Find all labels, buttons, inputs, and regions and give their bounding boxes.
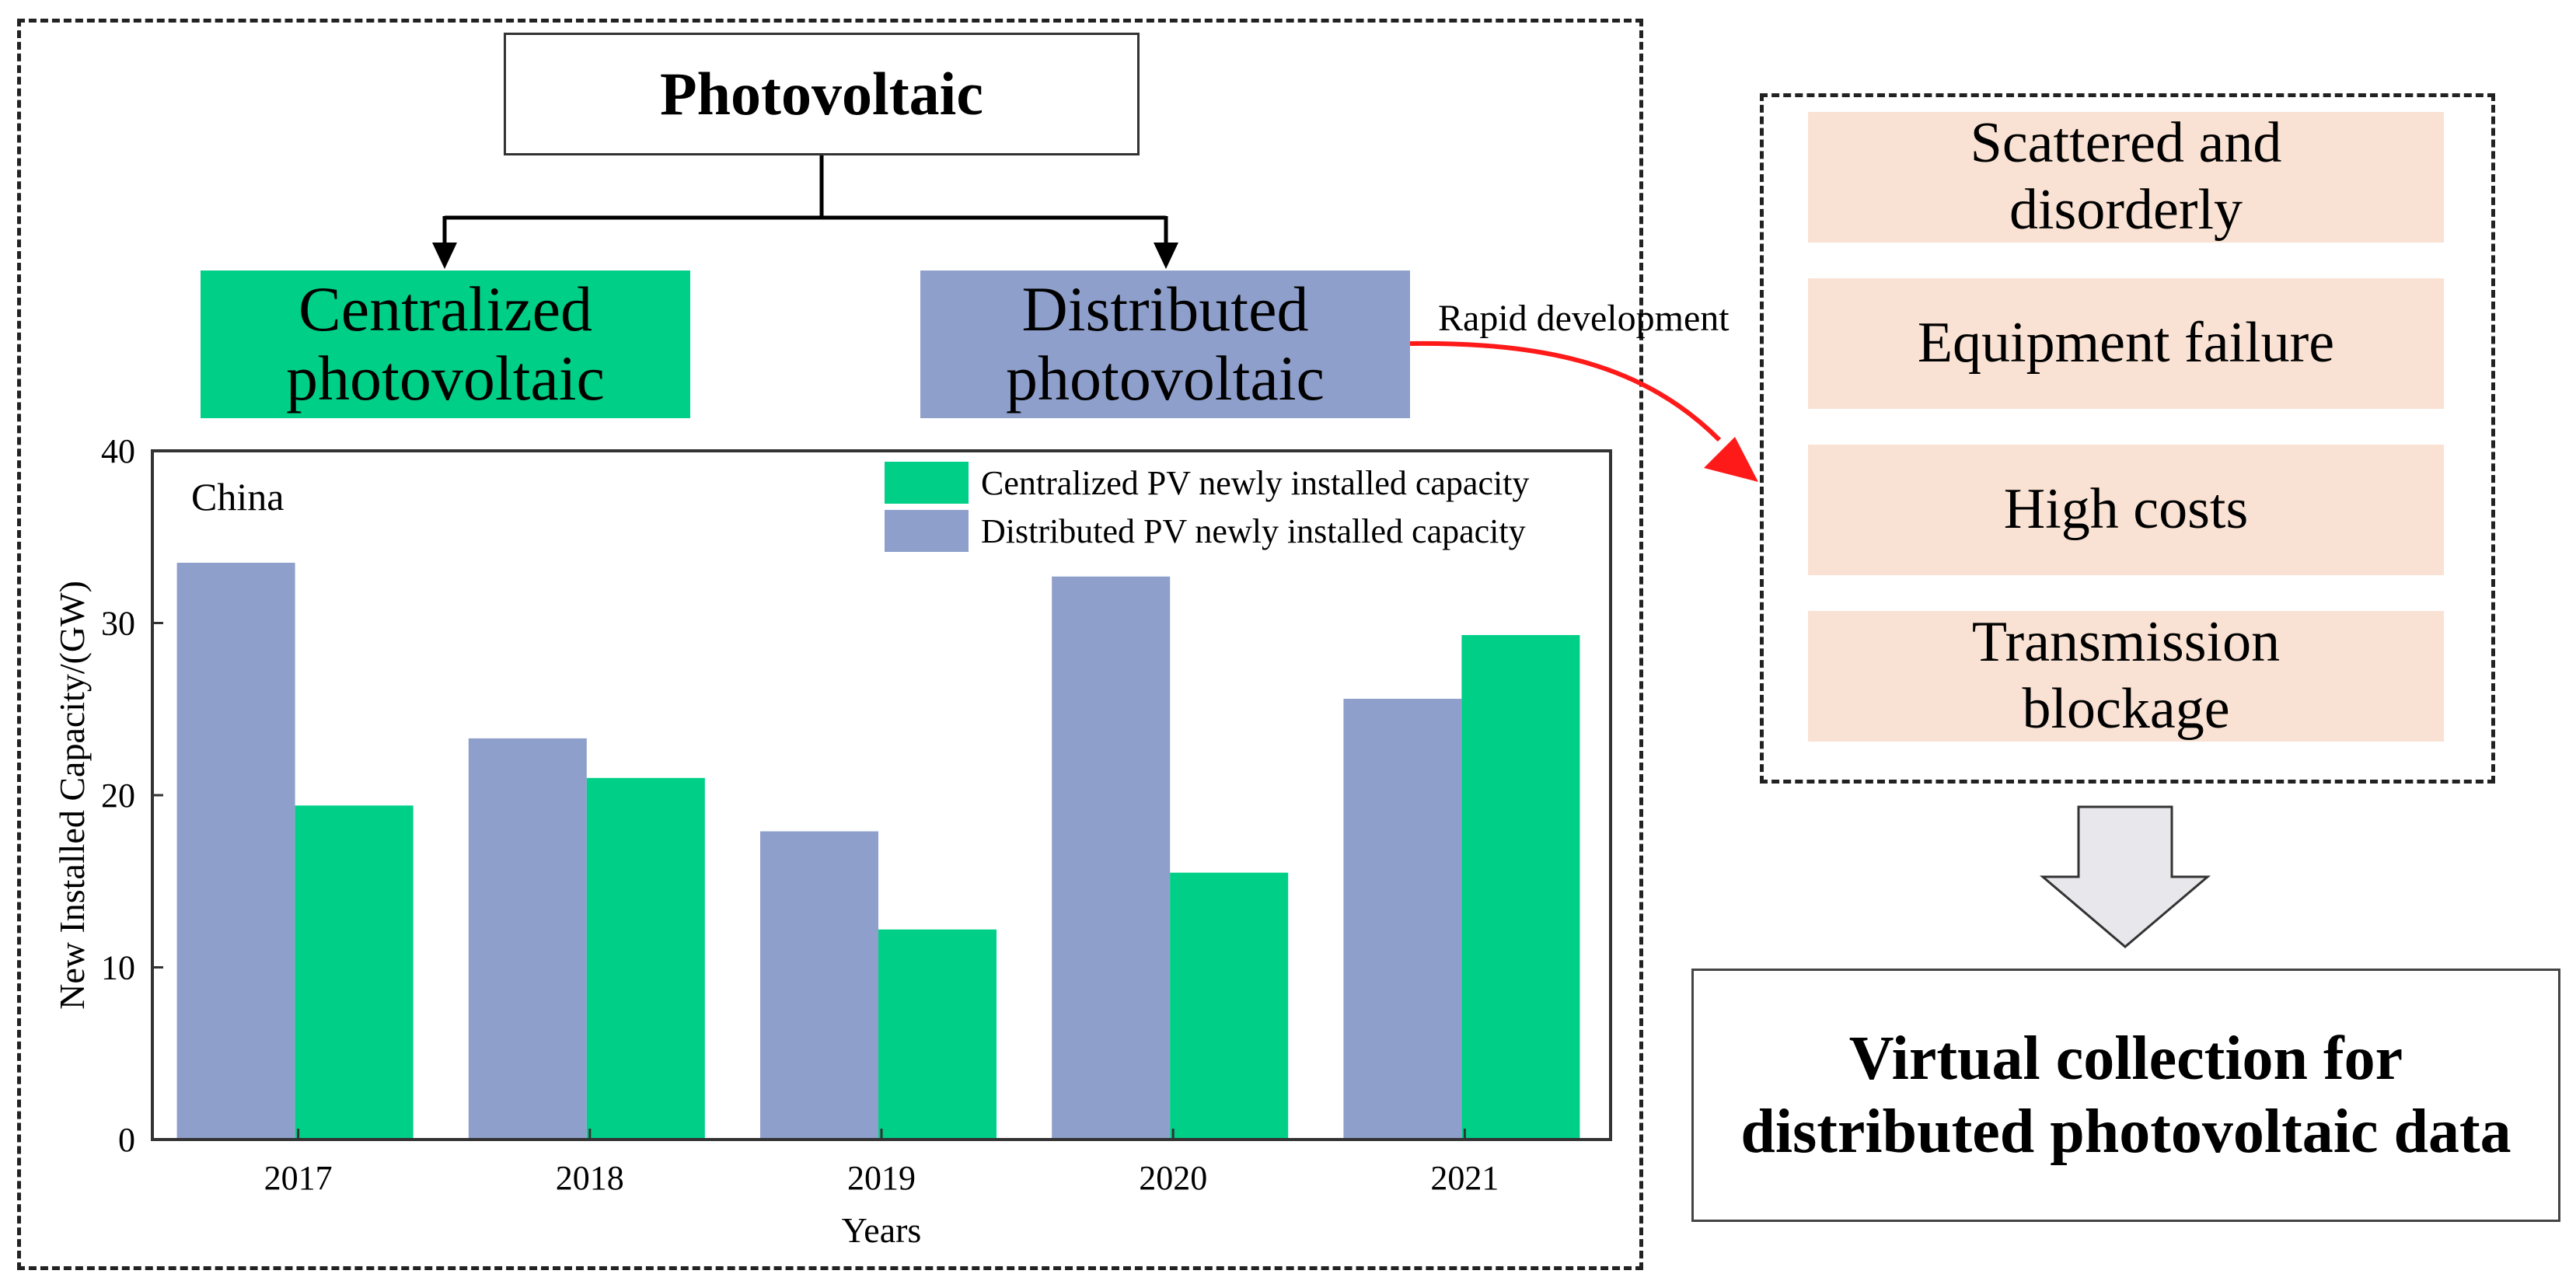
x-tick-label: 2018 — [556, 1159, 624, 1197]
chart-plot-border — [151, 449, 1612, 1141]
y-tick-label: 30 — [101, 605, 135, 643]
legend-label: Centralized PV newly installed capacity — [981, 464, 1529, 502]
centralized-photovoltaic-box: Centralized photovoltaic — [201, 271, 690, 418]
block-down-arrow-icon — [2039, 805, 2211, 948]
chart-annotation: China — [191, 475, 284, 518]
arrowhead-down-icon — [432, 243, 457, 269]
issue-box-equipment-failure: Equipment failure — [1808, 278, 2444, 409]
left-dashed-frame — [17, 19, 1643, 1270]
bar-distributed-2017 — [176, 562, 295, 1140]
y-tick-label: 40 — [101, 432, 135, 470]
x-tick-label: 2017 — [264, 1159, 333, 1197]
issues-dashed-frame — [1760, 93, 2495, 784]
bar-distributed-2020 — [1052, 576, 1171, 1140]
photovoltaic-title-box: Photovoltaic — [504, 33, 1140, 155]
y-axis-label: New Installed Capacity/(GW) — [52, 581, 92, 1010]
y-tick-label: 10 — [101, 949, 135, 987]
rapid-development-label: Rapid development — [1438, 298, 1730, 339]
legend-label: Distributed PV newly installed capacity — [981, 512, 1526, 550]
legend-swatch — [885, 462, 969, 504]
rapid-development-arrow — [1409, 340, 1722, 442]
virtual-collection-box: Virtual collection for distributed photo… — [1691, 969, 2560, 1222]
issue-label: Equipment failure — [1917, 311, 2335, 375]
bar-centralized-2021 — [1461, 635, 1580, 1140]
bar-distributed-2019 — [760, 831, 878, 1140]
red-arrowhead-icon — [1704, 437, 1758, 482]
x-axis-label: Years — [842, 1210, 922, 1250]
x-tick-label: 2021 — [1430, 1159, 1499, 1197]
distributed-label: Distributed photovoltaic — [1006, 274, 1325, 414]
issue-label: Transmission blockage — [1971, 610, 2281, 741]
x-tick-label: 2019 — [847, 1159, 916, 1197]
issue-box-high-costs: High costs — [1808, 445, 2444, 575]
virtual-collection-label: Virtual collection for distributed photo… — [1740, 1024, 2511, 1166]
issue-label: Scattered and disorderly — [1970, 111, 2282, 242]
distributed-photovoltaic-box: Distributed photovoltaic — [920, 271, 1410, 418]
issue-box-scattered: Scattered and disorderly — [1808, 111, 2444, 243]
y-tick-label: 0 — [118, 1121, 135, 1159]
bar-centralized-2017 — [295, 805, 414, 1140]
x-tick-label: 2020 — [1139, 1159, 1207, 1197]
y-tick-label: 20 — [101, 777, 135, 815]
bar-distributed-2021 — [1343, 698, 1462, 1140]
issue-box-transmission: Transmission blockage — [1808, 610, 2444, 742]
bar-centralized-2018 — [586, 777, 705, 1140]
bar-distributed-2018 — [468, 738, 587, 1140]
legend-swatch — [885, 510, 969, 552]
bar-centralized-2019 — [878, 929, 997, 1140]
arrowhead-down-icon — [1154, 243, 1178, 269]
photovoltaic-title: Photovoltaic — [660, 60, 983, 127]
centralized-label: Centralized photovoltaic — [286, 274, 605, 414]
issue-label: High costs — [2003, 477, 2249, 542]
bar-centralized-2020 — [1170, 872, 1289, 1140]
